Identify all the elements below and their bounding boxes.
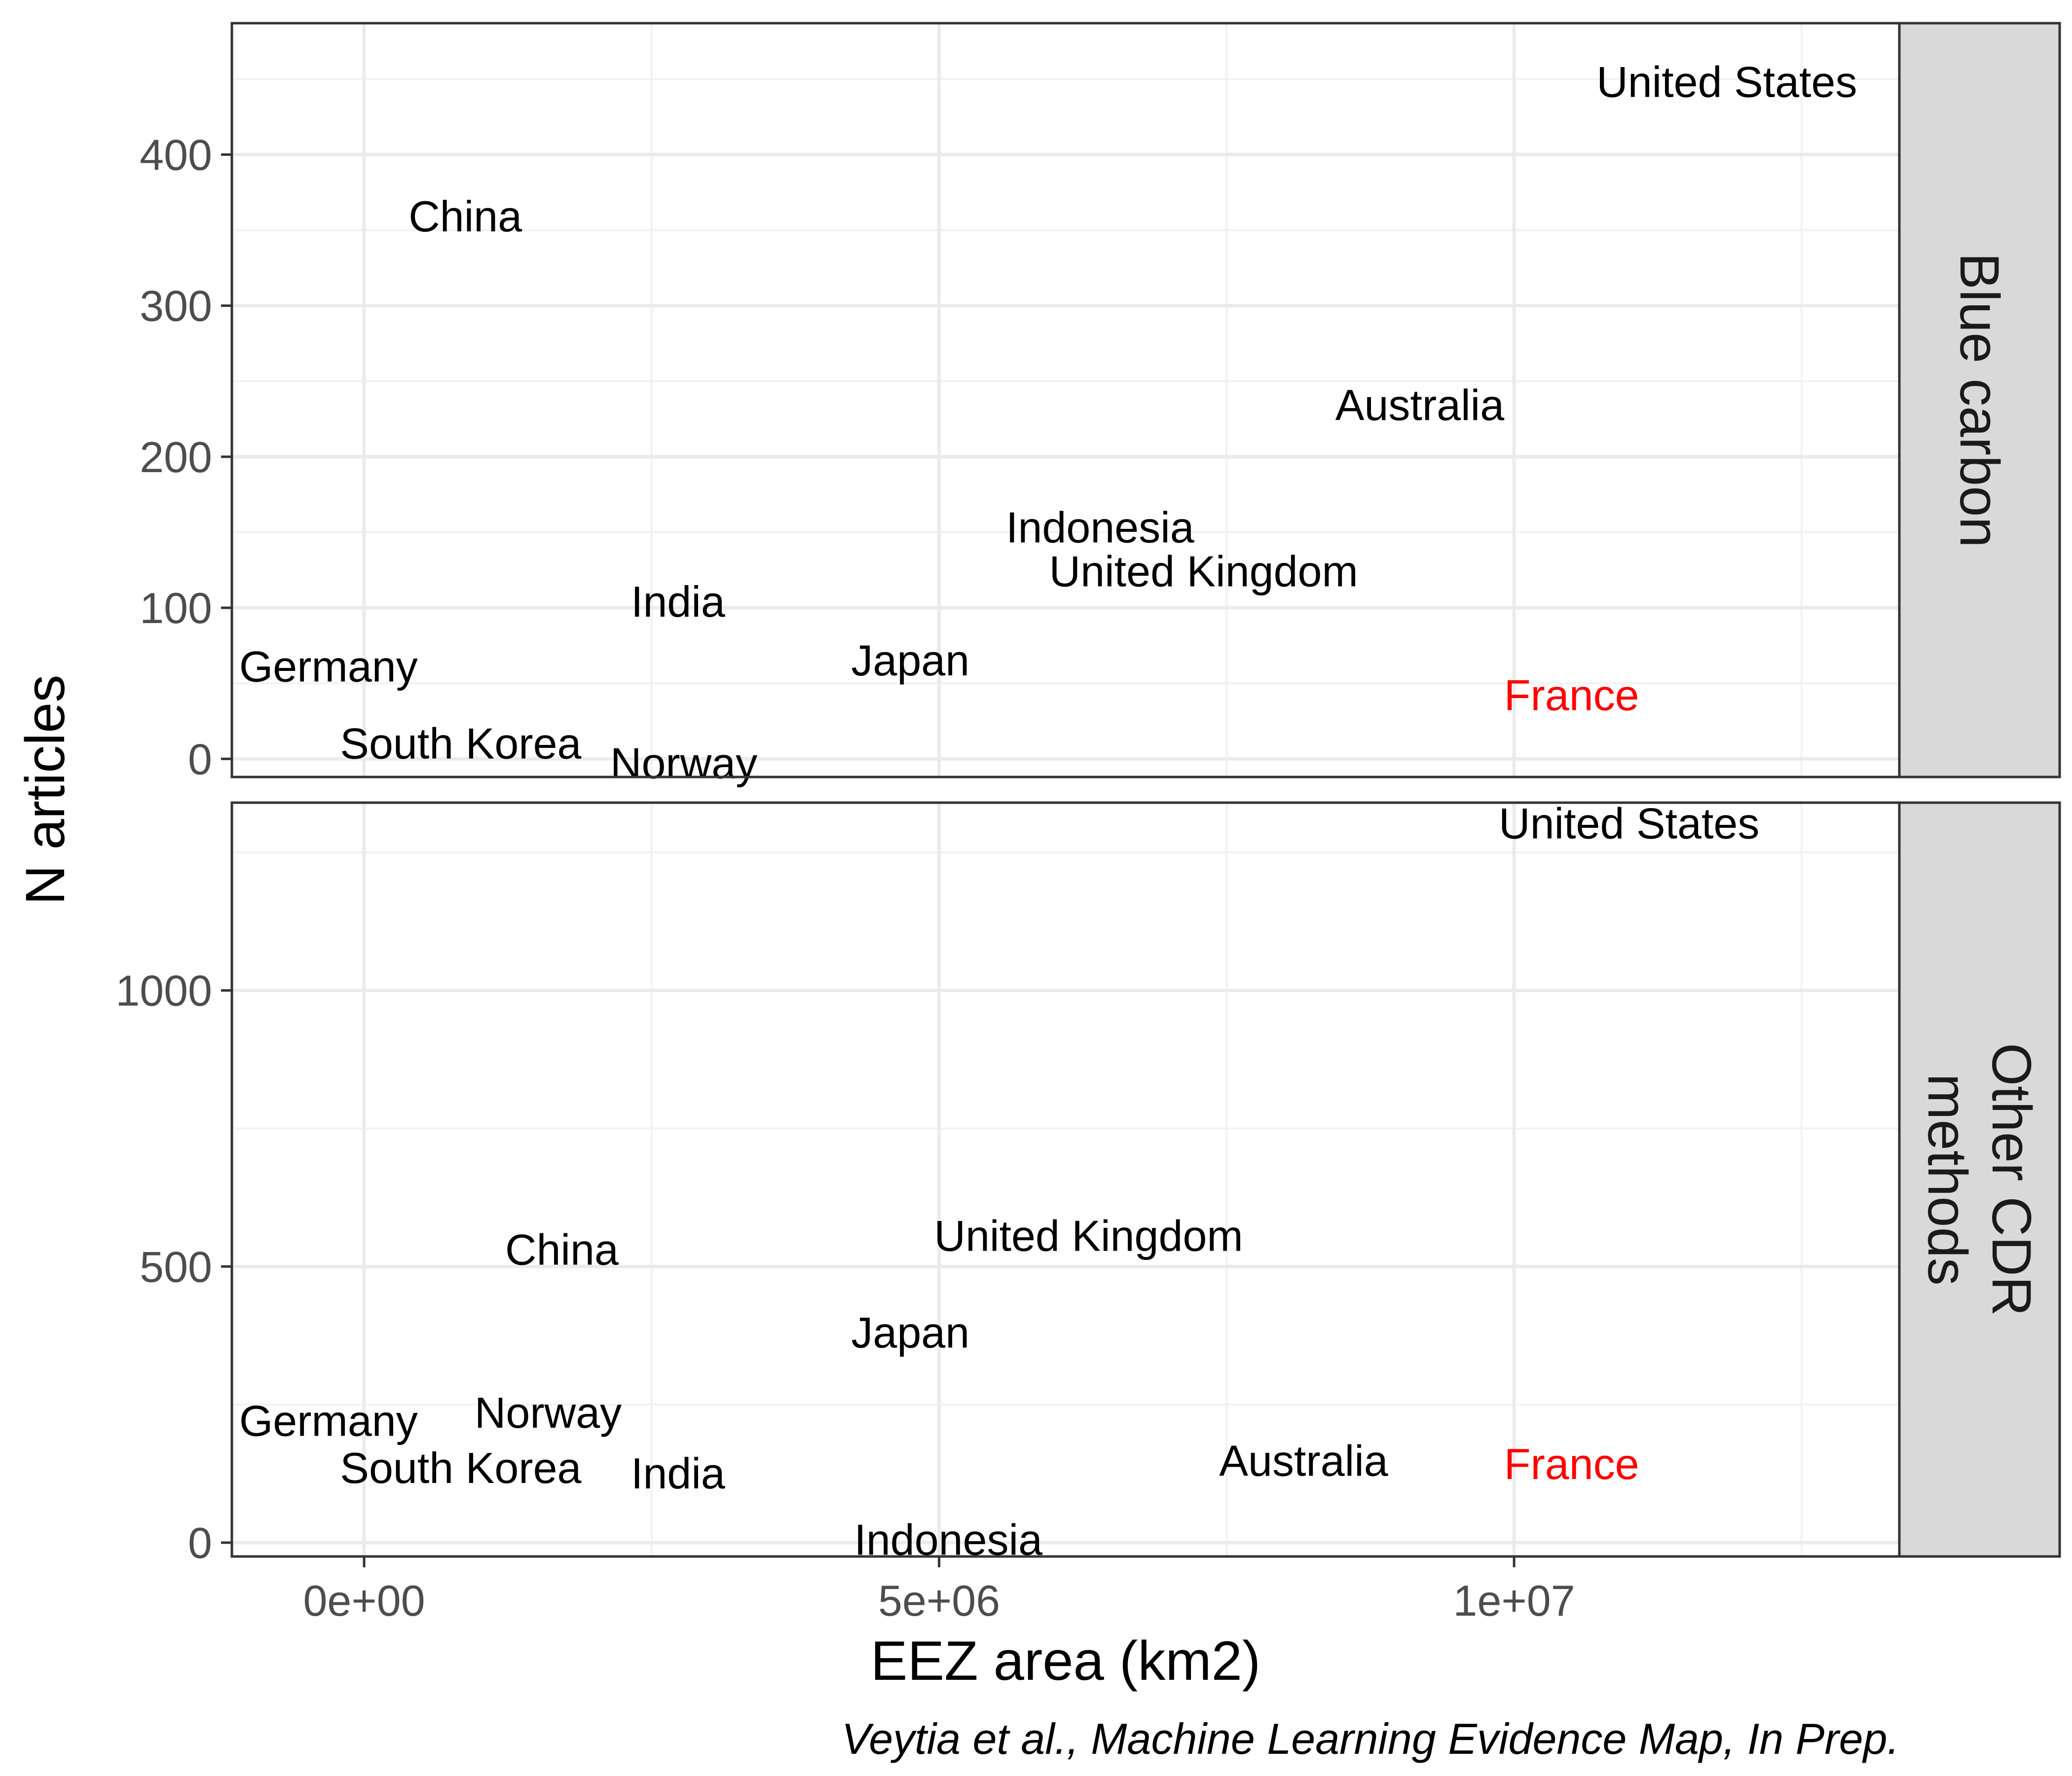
data-label: Norway	[610, 739, 757, 787]
strip-label: Blue carbon	[1949, 253, 2010, 548]
data-label: United Kingdom	[934, 1212, 1243, 1260]
panel-background	[232, 803, 1899, 1556]
y-tick-label: 0	[188, 1518, 212, 1567]
x-tick-label: 0e+00	[303, 1576, 425, 1625]
data-label: Indonesia	[1006, 503, 1194, 552]
data-label: Norway	[475, 1388, 622, 1437]
strip-label: Other CDR	[1981, 1043, 2042, 1316]
strip-label: methods	[1917, 1073, 1978, 1286]
data-label: South Korea	[340, 719, 581, 768]
data-label-highlighted: France	[1504, 1440, 1639, 1488]
y-tick-label: 100	[140, 584, 212, 632]
facet-panel: 0 500 1000 United States United Kingdom China…	[115, 799, 2061, 1567]
data-label: Germany	[239, 1397, 418, 1445]
data-label: Australia	[1219, 1436, 1388, 1485]
data-label: United States	[1499, 799, 1759, 848]
data-label: Japan	[851, 636, 969, 685]
strip-background	[1898, 22, 2061, 778]
data-label: China	[408, 192, 522, 241]
y-tick-label: 1000	[115, 966, 212, 1015]
data-label-highlighted: France	[1504, 671, 1639, 720]
y-axis-title: N articles	[14, 675, 76, 905]
y-tick-label: 500	[140, 1242, 212, 1291]
facet-strip: Blue carbon	[1898, 22, 2061, 778]
data-label: Japan	[851, 1308, 969, 1357]
data-label: South Korea	[340, 1443, 581, 1492]
data-label: India	[631, 577, 725, 626]
y-tick-label: 0	[188, 735, 212, 783]
data-label: India	[631, 1449, 725, 1498]
data-label: United Kingdom	[1049, 547, 1358, 596]
x-tick-label: 1e+07	[1453, 1576, 1575, 1625]
y-tick-label: 200	[140, 433, 212, 481]
y-tick-label: 300	[140, 282, 212, 331]
strip-background	[1898, 801, 2061, 1558]
facet-panel: 0 100 200 300 400 United States China Australia…	[140, 22, 2061, 787]
x-axis-title: EEZ area (km2)	[871, 1630, 1260, 1692]
data-label: China	[505, 1225, 619, 1274]
data-label: United States	[1596, 57, 1857, 106]
y-tick-label: 400	[140, 130, 212, 179]
data-label: Germany	[239, 642, 418, 691]
data-label: Australia	[1335, 381, 1504, 430]
x-tick-label: 5e+06	[878, 1576, 1000, 1625]
panel-background	[232, 23, 1899, 777]
chart-caption: Veytia et al., Machine Learning Evidence…	[842, 1714, 1899, 1763]
